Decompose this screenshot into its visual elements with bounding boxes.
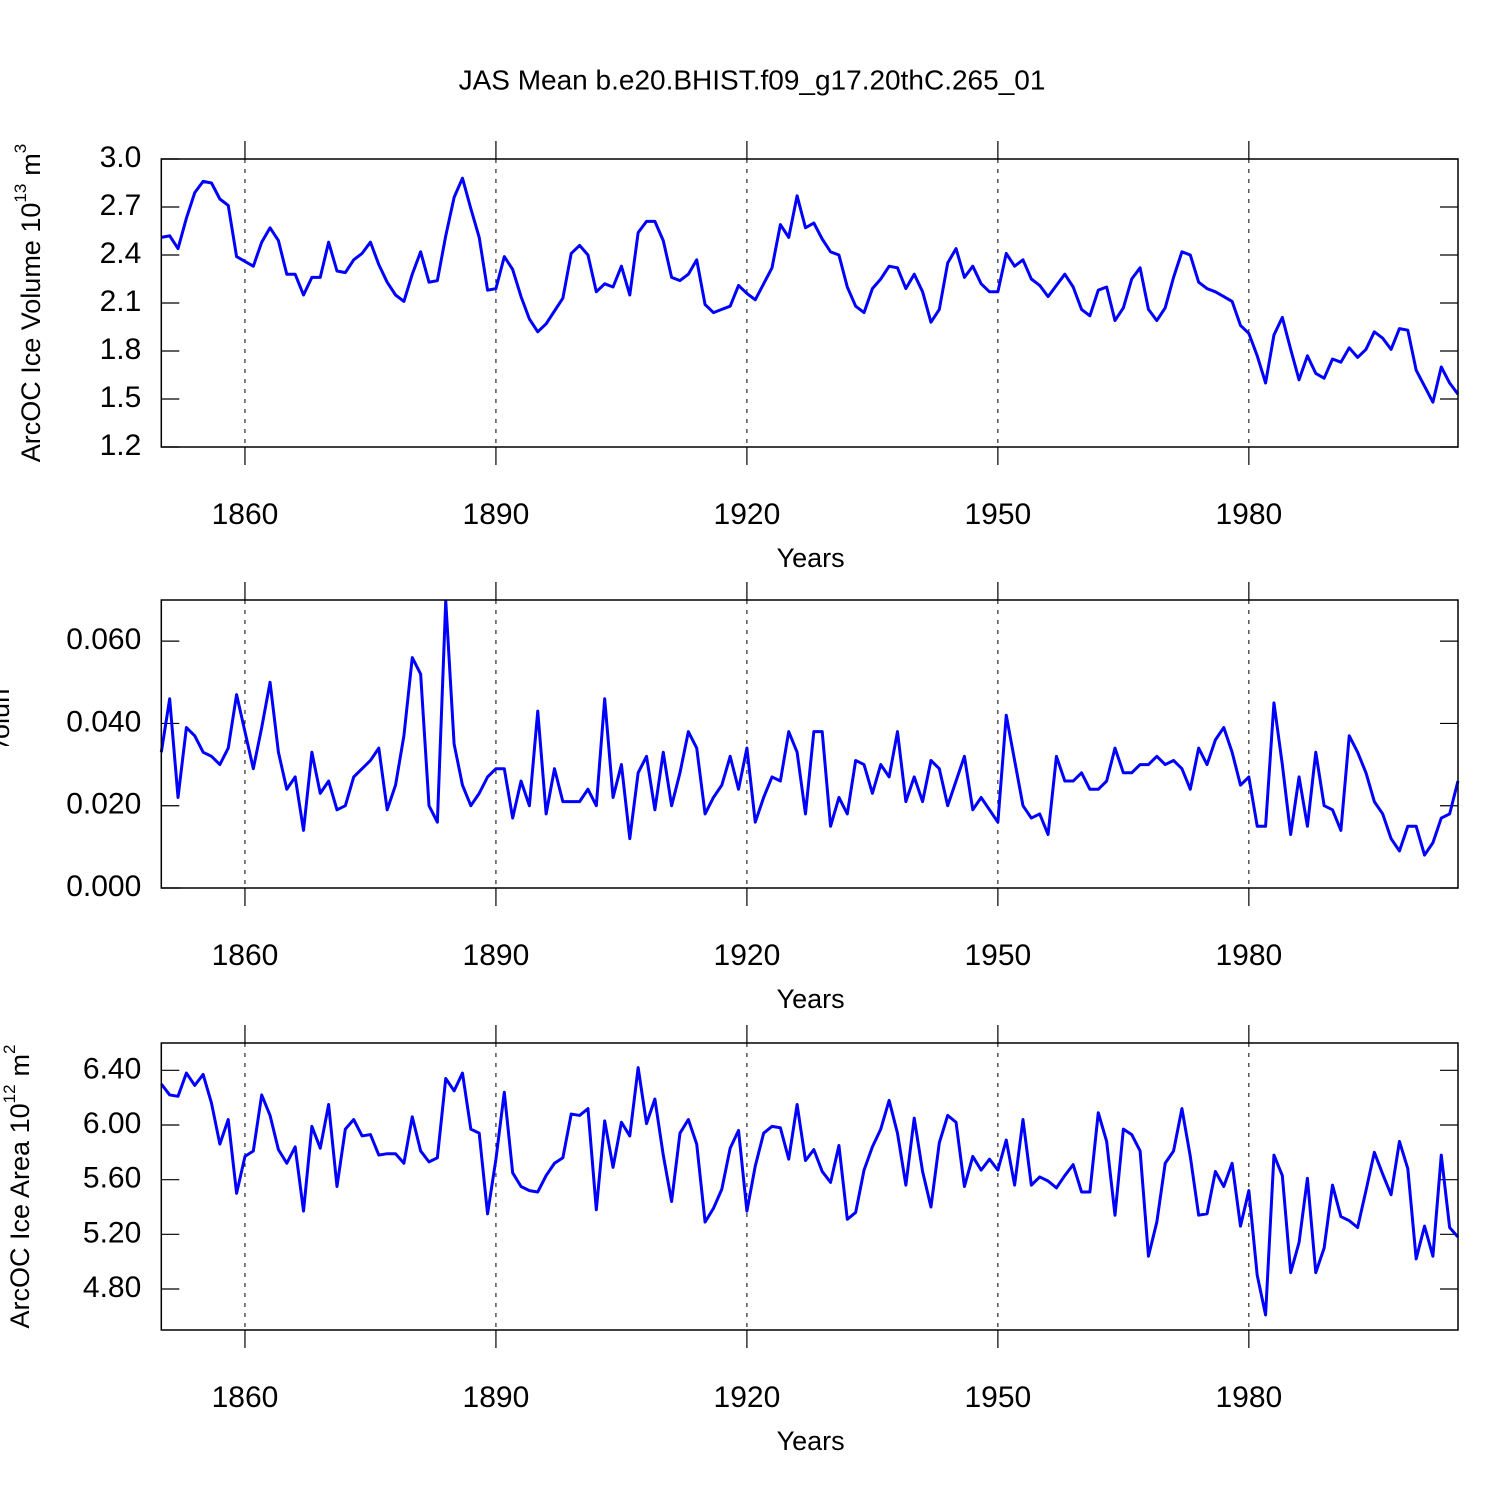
x-tick-label: 1860 [212, 1381, 279, 1414]
plot-frame [160, 158, 1459, 448]
x-tick-label: 1920 [714, 939, 781, 972]
x-tick-label: 1860 [212, 939, 279, 972]
data-line [159, 599, 1460, 857]
y-tick-label: 2.4 [100, 237, 142, 270]
y-tick-label: 1.2 [100, 429, 142, 462]
y-axis-title-part: m [5, 1054, 35, 1077]
x-tick-label: 1950 [965, 939, 1032, 972]
y-tick-label: 5.20 [83, 1216, 141, 1249]
y-axis-title-part: ArcOC Snow Volume 10 [0, 628, 15, 919]
x-axis-title: Years [777, 984, 845, 1014]
y-tick-label: 3.0 [100, 141, 142, 174]
data-line [160, 1066, 1460, 1317]
y-axis-title: ArcOC Snow Volume 1013m3 [0, 569, 15, 919]
y-tick-label: 2.1 [100, 285, 142, 318]
y-axis-title-part: ArcOC Ice Volume 10 [16, 203, 46, 463]
y-axis-title-part: ArcOC Ice Area 10 [5, 1103, 35, 1328]
y-tick-label: 0.060 [66, 623, 141, 656]
x-tick-label: 1950 [965, 498, 1032, 531]
x-axis-title: Years [777, 543, 845, 573]
y-axis-title-exponent: 13 [11, 184, 30, 203]
y-tick-label: 4.80 [83, 1271, 141, 1304]
chart-title: JAS Mean b.e20.BHIST.f09_g17.20thC.265_0… [459, 64, 1046, 95]
plot-frame [160, 1042, 1459, 1331]
y-tick-label: 2.7 [100, 189, 142, 222]
y-tick-label: 6.00 [83, 1107, 141, 1140]
x-tick-label: 1890 [463, 498, 530, 531]
x-tick-label: 1920 [714, 1381, 781, 1414]
y-tick-label: 0.020 [66, 788, 141, 821]
y-axis-title: ArcOC Ice Area 1012 m2 [0, 1045, 35, 1329]
x-axis-title: Years [777, 1426, 845, 1456]
y-tick-label: 0.040 [66, 705, 141, 738]
x-tick-label: 1920 [714, 498, 781, 531]
data-line [161, 176, 1460, 404]
y-axis-title-exponent: 3 [11, 144, 30, 153]
x-tick-label: 1950 [965, 1381, 1032, 1414]
y-tick-label: 1.8 [100, 333, 142, 366]
x-tick-label: 1980 [1215, 939, 1282, 972]
x-tick-label: 1890 [463, 1381, 530, 1414]
y-axis-title-exponent: 12 [0, 1084, 19, 1103]
y-axis-title-part: m [16, 153, 46, 176]
y-axis-title: ArcOC Ice Volume 1013 m3 [11, 144, 46, 463]
plot-frame [160, 599, 1459, 889]
x-tick-label: 1980 [1215, 498, 1282, 531]
y-tick-label: 5.60 [83, 1162, 141, 1195]
y-tick-label: 6.40 [83, 1052, 141, 1085]
y-tick-label: 1.5 [100, 381, 142, 414]
x-tick-label: 1980 [1215, 1381, 1282, 1414]
y-axis-title-part: m [0, 578, 15, 601]
x-tick-label: 1860 [212, 498, 279, 531]
y-axis-title-exponent: 2 [0, 1045, 19, 1054]
x-tick-label: 1890 [463, 939, 530, 972]
y-tick-label: 0.000 [66, 870, 141, 903]
